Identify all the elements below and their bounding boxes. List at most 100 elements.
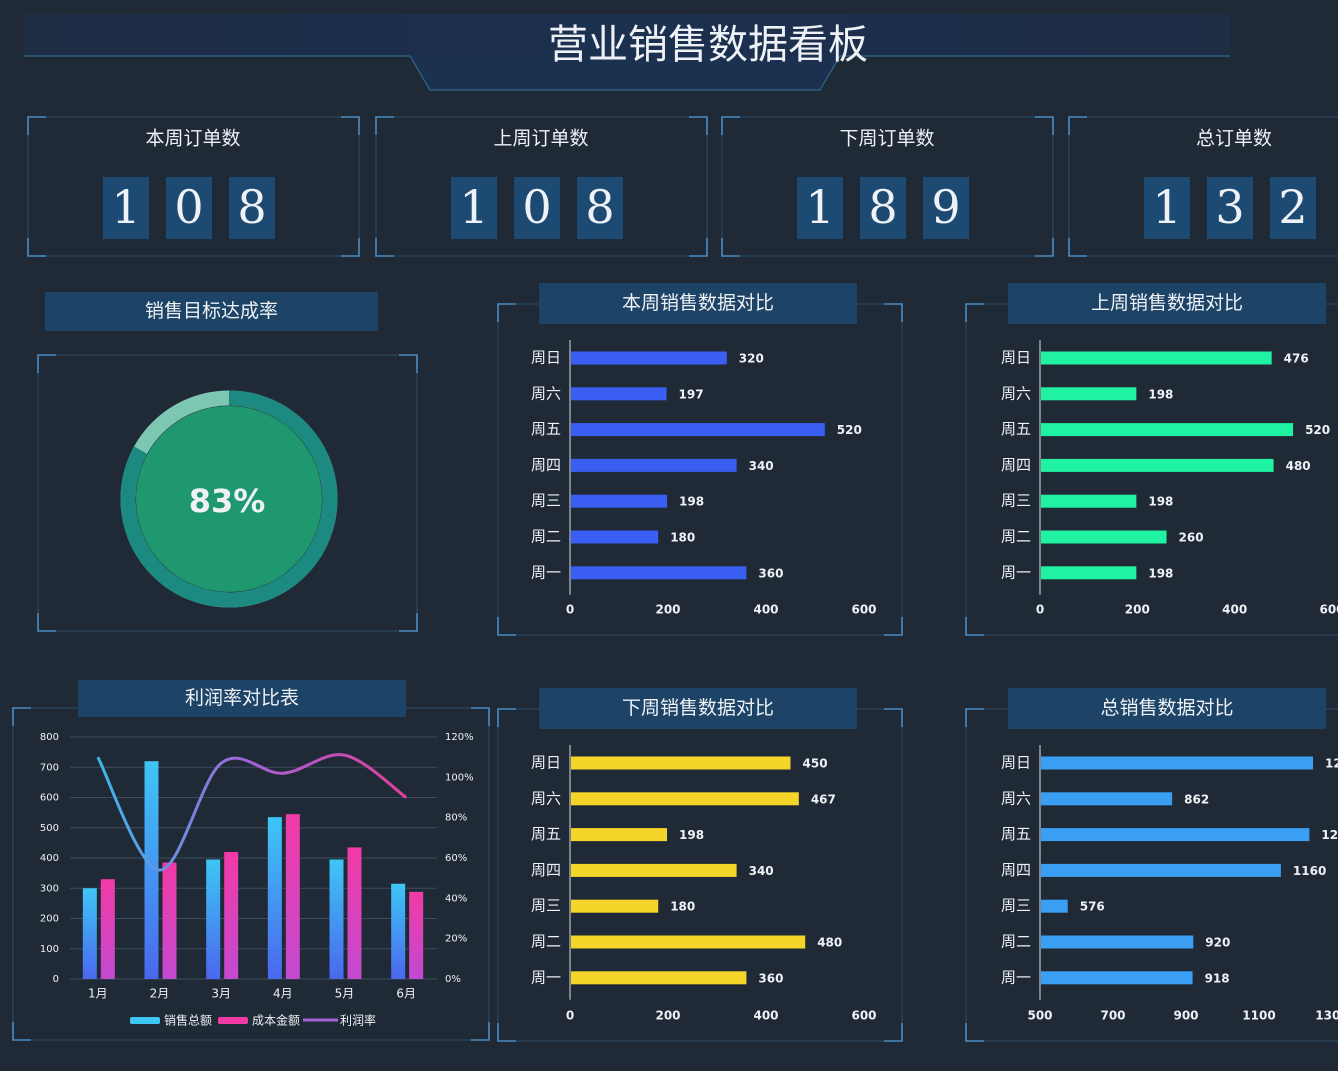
x-tick-label: 5月 xyxy=(335,987,355,1001)
panel-frame xyxy=(27,116,360,257)
bar xyxy=(1041,423,1294,437)
frame-corner xyxy=(37,613,56,632)
kpi-digit: 9 xyxy=(931,180,960,234)
bar xyxy=(571,792,799,806)
legend-label: 利润率 xyxy=(340,1013,376,1028)
category-label: 周四 xyxy=(1001,456,1031,474)
y2-tick-label: 60% xyxy=(445,853,467,864)
y-tick-label: 600 xyxy=(40,793,59,804)
value-label: 920 xyxy=(1205,936,1230,950)
kpi-digit: 0 xyxy=(174,180,203,234)
frame-corner xyxy=(1035,116,1054,135)
category-label: 周一 xyxy=(531,968,561,986)
bar xyxy=(1041,828,1310,842)
digit-box xyxy=(923,177,969,239)
value-label: 467 xyxy=(811,792,836,806)
value-label: 480 xyxy=(1286,459,1311,473)
kpi-title: 总订单数 xyxy=(1196,128,1272,150)
value-label: 198 xyxy=(679,495,704,509)
frame-corner xyxy=(399,613,418,632)
bar xyxy=(1041,935,1194,949)
x-tick-label: 600 xyxy=(851,603,876,617)
bar xyxy=(1041,899,1068,913)
section-title: 下周销售数据对比 xyxy=(622,697,774,719)
value-label: 198 xyxy=(679,828,704,842)
section-title-box xyxy=(1008,688,1326,729)
header-band xyxy=(24,14,1230,56)
category-label: 周五 xyxy=(531,420,561,438)
frame-corner xyxy=(27,238,46,257)
value-label: 340 xyxy=(749,459,774,473)
x-tick-label: 200 xyxy=(655,603,680,617)
frame-corner xyxy=(341,116,360,135)
y2-tick-label: 120% xyxy=(445,732,474,743)
gauge-fill xyxy=(136,406,322,592)
bar xyxy=(1041,387,1137,401)
bar xyxy=(571,530,659,544)
section-title-box xyxy=(45,292,378,331)
category-label: 周六 xyxy=(1001,789,1031,807)
section-title: 上周销售数据对比 xyxy=(1091,292,1243,314)
bar xyxy=(571,863,737,877)
value-label: 520 xyxy=(1305,423,1330,437)
y-tick-label: 800 xyxy=(40,732,59,743)
frame-corner xyxy=(375,116,394,135)
bar xyxy=(1041,756,1314,770)
x-tick-label: 0 xyxy=(566,1009,574,1023)
x-tick-label: 900 xyxy=(1173,1009,1198,1023)
x-tick-label: 4月 xyxy=(273,987,293,1001)
x-tick-label: 0 xyxy=(1036,603,1044,617)
x-tick-label: 200 xyxy=(1125,603,1150,617)
value-label: 198 xyxy=(1148,566,1173,580)
y-tick-label: 200 xyxy=(40,914,59,925)
page-title: 营业销售数据看板 xyxy=(548,22,868,68)
y2-tick-label: 40% xyxy=(445,893,467,904)
frame-corner xyxy=(37,354,56,373)
panel-frame xyxy=(37,354,418,632)
digit-box xyxy=(514,177,560,239)
y-tick-label: 100 xyxy=(40,944,59,955)
y-tick-label: 700 xyxy=(40,762,59,773)
frame-corner xyxy=(1068,238,1087,257)
frame-corner xyxy=(721,238,740,257)
value-label: 197 xyxy=(679,387,704,401)
y-tick-label: 300 xyxy=(40,883,59,894)
x-tick-label: 500 xyxy=(1027,1009,1052,1023)
frame-corner xyxy=(341,238,360,257)
kpi-digit: 3 xyxy=(1215,180,1244,234)
legend-label: 成本金额 xyxy=(252,1013,300,1028)
frame-corner xyxy=(399,354,418,373)
x-tick-label: 0 xyxy=(566,603,574,617)
y2-tick-label: 0% xyxy=(445,974,461,985)
panel-frame xyxy=(721,116,1054,257)
digit-box xyxy=(797,177,843,239)
x-tick-label: 6月 xyxy=(396,987,416,1001)
bar xyxy=(162,862,177,979)
category-label: 周五 xyxy=(1001,825,1031,843)
category-label: 周三 xyxy=(1001,492,1031,510)
legend-swatch xyxy=(218,1017,248,1024)
y2-tick-label: 20% xyxy=(445,934,467,945)
category-label: 周日 xyxy=(1001,349,1031,367)
category-label: 周四 xyxy=(531,456,561,474)
value-label: 1248 xyxy=(1325,757,1338,771)
frame-corner xyxy=(497,617,516,636)
x-tick-label: 400 xyxy=(1222,603,1247,617)
category-label: 周日 xyxy=(531,754,561,772)
bar xyxy=(571,387,667,401)
frame-corner xyxy=(471,707,490,726)
frame-corner xyxy=(965,1023,984,1042)
x-tick-label: 400 xyxy=(753,1009,778,1023)
bar xyxy=(224,851,239,979)
kpi-digit: 1 xyxy=(111,180,140,234)
frame-corner xyxy=(965,303,984,322)
bar xyxy=(571,458,737,472)
category-label: 周三 xyxy=(531,897,561,915)
bar xyxy=(571,351,727,365)
kpi-digit: 0 xyxy=(522,180,551,234)
digit-box xyxy=(860,177,906,239)
kpi-digit: 8 xyxy=(585,180,614,234)
digit-box xyxy=(451,177,497,239)
digit-box xyxy=(1270,177,1316,239)
